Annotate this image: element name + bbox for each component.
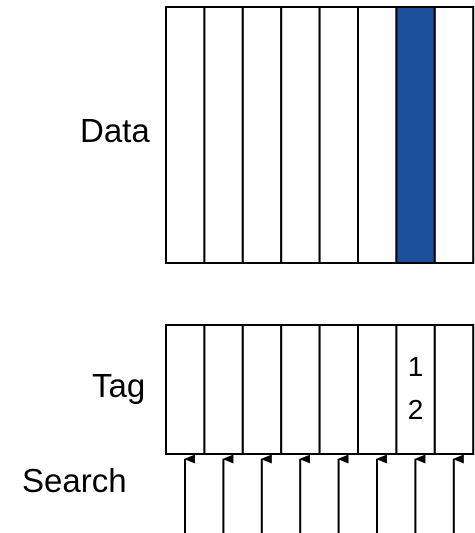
tag-column <box>281 325 319 454</box>
data-column <box>166 7 204 263</box>
data-column <box>243 7 281 263</box>
tag-entry-value: 1 <box>408 351 424 382</box>
tag-column <box>204 325 242 454</box>
tag-column <box>358 325 396 454</box>
data-column <box>358 7 396 263</box>
tag-column <box>396 325 434 454</box>
tag-column <box>320 325 358 454</box>
data-column <box>204 7 242 263</box>
data-column-highlighted <box>396 7 434 263</box>
data-column <box>320 7 358 263</box>
tag-column <box>166 325 204 454</box>
tag-entry-value: 2 <box>408 394 424 425</box>
data-array <box>166 7 473 263</box>
search-arrows <box>185 459 454 533</box>
tag-array: 12 <box>166 325 473 454</box>
tag-column <box>243 325 281 454</box>
data-column <box>281 7 319 263</box>
tag-column <box>435 325 473 454</box>
data-column <box>435 7 473 263</box>
